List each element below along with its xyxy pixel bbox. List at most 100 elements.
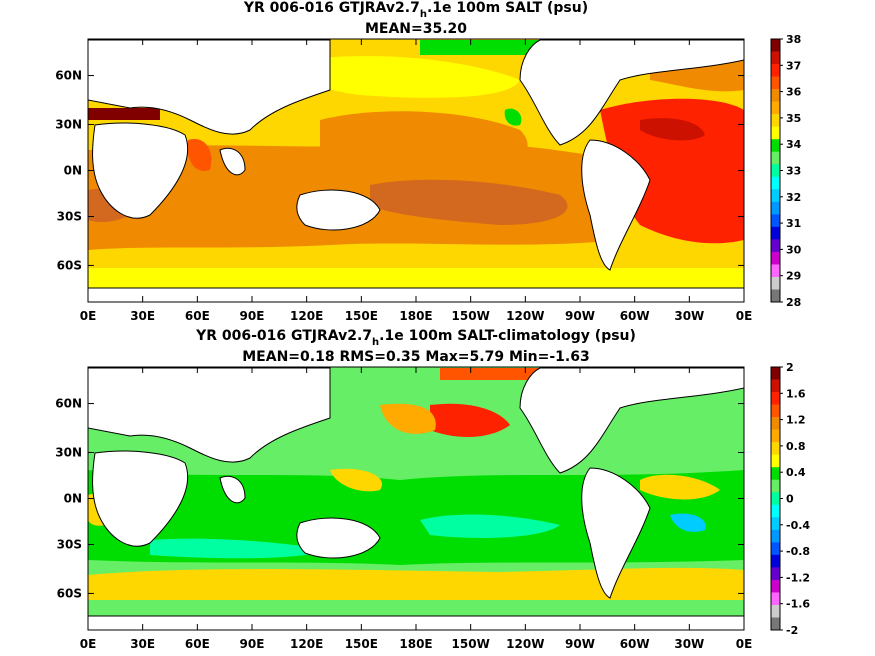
colorbar-label: 2 xyxy=(786,361,794,374)
x-tick-label: 150E xyxy=(345,309,378,323)
colorbar-label: 1.2 xyxy=(786,414,806,427)
colorbar-swatch xyxy=(771,201,780,215)
colorbar-swatch xyxy=(771,239,780,253)
colorbar-swatch xyxy=(771,176,780,190)
x-tick-label: 60E xyxy=(185,309,210,323)
colorbar-swatch xyxy=(771,276,780,290)
colorbar-label: 0.8 xyxy=(786,440,806,453)
colorbar-label: 37 xyxy=(786,59,801,72)
colorbar-swatch xyxy=(771,429,780,443)
y-tick-label: 30S xyxy=(57,538,82,552)
colorbar-swatch xyxy=(771,289,780,303)
colorbar-label: 32 xyxy=(786,191,801,204)
colorbar-label: 1.6 xyxy=(786,387,806,400)
colorbar-swatch xyxy=(771,51,780,65)
colorbar-swatch xyxy=(771,417,780,430)
x-tick-label: 120W xyxy=(506,637,544,651)
x-tick-label: 150W xyxy=(452,637,490,651)
colorbar-swatch xyxy=(771,139,780,153)
colorbar-label: 0 xyxy=(786,493,794,506)
y-tick-label: 30N xyxy=(55,117,82,131)
colorbar-label: -0.4 xyxy=(786,519,810,532)
colorbar-swatch xyxy=(771,604,780,618)
x-tick-label: 150W xyxy=(452,309,490,323)
panel-salinity-anomaly: YR 006-016 GTJRAv2.7h.1e 100m SALT-clima… xyxy=(55,328,810,651)
colorbar-swatch xyxy=(771,251,780,265)
colorbar-swatch xyxy=(771,504,780,518)
panel2-colorbar: 2 1.6 1.2 0.8 0.4 0 -0.4 -0.8 -1.2 -1.6 -2 xyxy=(770,361,810,637)
x-tick-label: 60E xyxy=(185,637,210,651)
colorbar-swatch xyxy=(771,264,780,278)
colorbar-label: -1.6 xyxy=(786,598,810,611)
x-tick-label: 60W xyxy=(620,309,650,323)
y-tick-label: 0N xyxy=(64,164,82,178)
colorbar-swatch xyxy=(771,529,780,543)
colorbar-label: 0.4 xyxy=(786,466,806,479)
colorbar-swatch xyxy=(771,442,780,455)
colorbar-label: 38 xyxy=(786,33,801,46)
colorbar-swatch xyxy=(771,89,780,102)
x-tick-label: 30W xyxy=(674,309,704,323)
colorbar-label: 30 xyxy=(786,243,802,256)
x-tick-label: 30E xyxy=(130,309,155,323)
colorbar-swatch xyxy=(771,554,780,568)
colorbar-swatch xyxy=(771,367,780,380)
x-tick-label: 0E xyxy=(736,637,753,651)
y-tick-label: 60S xyxy=(57,586,82,600)
colorbar-swatch xyxy=(771,467,780,481)
panel1-x-ticks: 0E 30E 60E 90E 120E 150E 180E 150W 120W 90W 60W 30W… xyxy=(80,39,753,323)
colorbar-swatch xyxy=(771,542,780,556)
x-tick-label: 90E xyxy=(240,637,265,651)
colorbar-swatch xyxy=(771,454,780,468)
colorbar-swatch xyxy=(771,392,780,405)
panel2-land xyxy=(88,367,744,630)
colorbar-swatch xyxy=(771,114,780,127)
panel2-title: YR 006-016 GTJRAv2.7h.1e 100m SALT-clima… xyxy=(195,328,636,348)
y-tick-label: 60S xyxy=(57,258,82,272)
panel1-map xyxy=(88,39,744,302)
colorbar-swatch xyxy=(771,39,780,52)
colorbar-swatch xyxy=(771,379,780,393)
x-tick-label: 30W xyxy=(674,637,704,651)
colorbar-swatch xyxy=(771,517,780,531)
colorbar-label: 35 xyxy=(786,112,801,125)
colorbar-label: 28 xyxy=(786,296,801,309)
x-tick-label: 0E xyxy=(736,309,753,323)
x-tick-label: 180E xyxy=(399,637,432,651)
y-tick-label: 30N xyxy=(55,445,82,459)
colorbar-swatch xyxy=(771,226,780,240)
x-tick-label: 120E xyxy=(290,309,323,323)
y-tick-label: 30S xyxy=(57,210,82,224)
colorbar-swatch xyxy=(771,189,780,203)
panel1-colorbar: 38 37 36 35 34 33 32 31 30 29 28 xyxy=(770,33,802,309)
x-tick-label: 120E xyxy=(290,637,323,651)
colorbar-label: 34 xyxy=(786,138,802,151)
x-tick-label: 0E xyxy=(80,637,97,651)
colorbar-swatch xyxy=(771,617,780,631)
x-tick-label: 180E xyxy=(399,309,432,323)
panel-salinity: YR 006-016 GTJRAv2.7h.1e 100m SALT (psu)… xyxy=(55,0,801,323)
colorbar-swatch xyxy=(771,567,780,581)
colorbar-swatch xyxy=(771,479,780,493)
panel1-title: YR 006-016 GTJRAv2.7h.1e 100m SALT (psu) xyxy=(243,0,588,20)
x-tick-label: 120W xyxy=(506,309,544,323)
colorbar-swatch xyxy=(771,592,780,606)
colorbar-label: -0.8 xyxy=(786,545,810,558)
panel1-subtitle: MEAN=35.20 xyxy=(365,21,467,37)
colorbar-swatch xyxy=(771,214,780,228)
x-tick-label: 90W xyxy=(565,309,595,323)
colorbar-label: 29 xyxy=(786,270,801,283)
colorbar-label: -2 xyxy=(786,624,798,637)
y-tick-label: 60N xyxy=(55,397,82,411)
panel2-x-ticks: 0E 30E 60E 90E 120E 150E 180E 150W 120W 90W 60W 30W… xyxy=(80,367,753,651)
colorbar-swatch xyxy=(771,126,780,140)
x-tick-label: 90W xyxy=(565,637,595,651)
colorbar-swatch xyxy=(771,76,780,90)
x-tick-label: 150E xyxy=(345,637,378,651)
colorbar-label: 31 xyxy=(786,217,801,230)
colorbar-swatch xyxy=(771,151,780,165)
colorbar-swatch xyxy=(771,404,780,418)
x-tick-label: 90E xyxy=(240,309,265,323)
panel2-map xyxy=(88,367,744,630)
